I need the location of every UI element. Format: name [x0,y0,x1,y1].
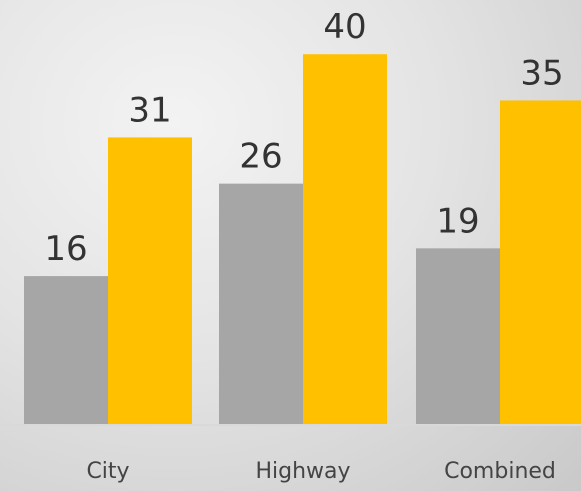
data-label-combined-series-1: 19 [436,201,479,241]
bar-city-series-2 [108,137,192,424]
bar-combined-series-1 [416,248,500,424]
bar-combined-series-2 [500,100,581,424]
bar-city-series-1 [24,276,108,424]
category-label-highway: Highway [255,459,350,484]
category-label-city: City [86,459,129,484]
data-labels-group: 16 31 26 40 19 35 [44,7,563,269]
data-label-city-series-2: 31 [128,90,171,130]
data-label-city-series-1: 16 [44,229,87,269]
category-label-combined: Combined [444,459,556,484]
category-labels-group: City Highway Combined [86,459,555,484]
bar-highway-series-1 [219,183,303,424]
bars-group [24,54,581,424]
data-label-combined-series-2: 35 [520,53,563,93]
bar-highway-series-2 [303,54,387,424]
data-label-highway-series-1: 26 [239,137,282,177]
data-label-highway-series-2: 40 [323,7,366,47]
